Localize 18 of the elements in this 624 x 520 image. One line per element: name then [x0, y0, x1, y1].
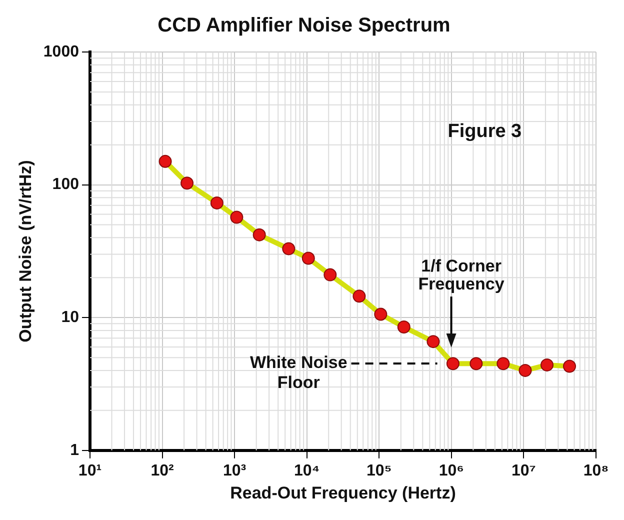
x-tick-label: 10⁷: [512, 462, 536, 480]
annotation: 1/f Corner Frequency: [418, 256, 505, 294]
y-tick-label: 1000: [43, 43, 80, 60]
y-tick-label: 1: [70, 442, 80, 459]
y-tick-label: 10: [61, 309, 80, 326]
x-tick-label: 10¹: [78, 462, 102, 480]
x-tick-label: 10²: [150, 462, 174, 480]
x-axis-title: Read-Out Frequency (Hertz): [230, 483, 456, 502]
x-tick-label: 10⁸: [583, 462, 609, 480]
y-tick-label: 100: [52, 176, 80, 194]
annotation: Figure 3: [448, 120, 522, 142]
y-axis-title: Output Noise (nV/rtHz): [16, 160, 35, 342]
chart-title: CCD Amplifier Noise Spectrum: [158, 14, 450, 37]
x-tick-label: 10⁵: [366, 462, 392, 480]
x-tick-label: 10³: [223, 462, 246, 480]
x-tick-label: 10⁶: [438, 462, 464, 480]
annotation: White Noise Floor: [250, 353, 348, 392]
x-tick-label: 10⁴: [294, 462, 320, 480]
